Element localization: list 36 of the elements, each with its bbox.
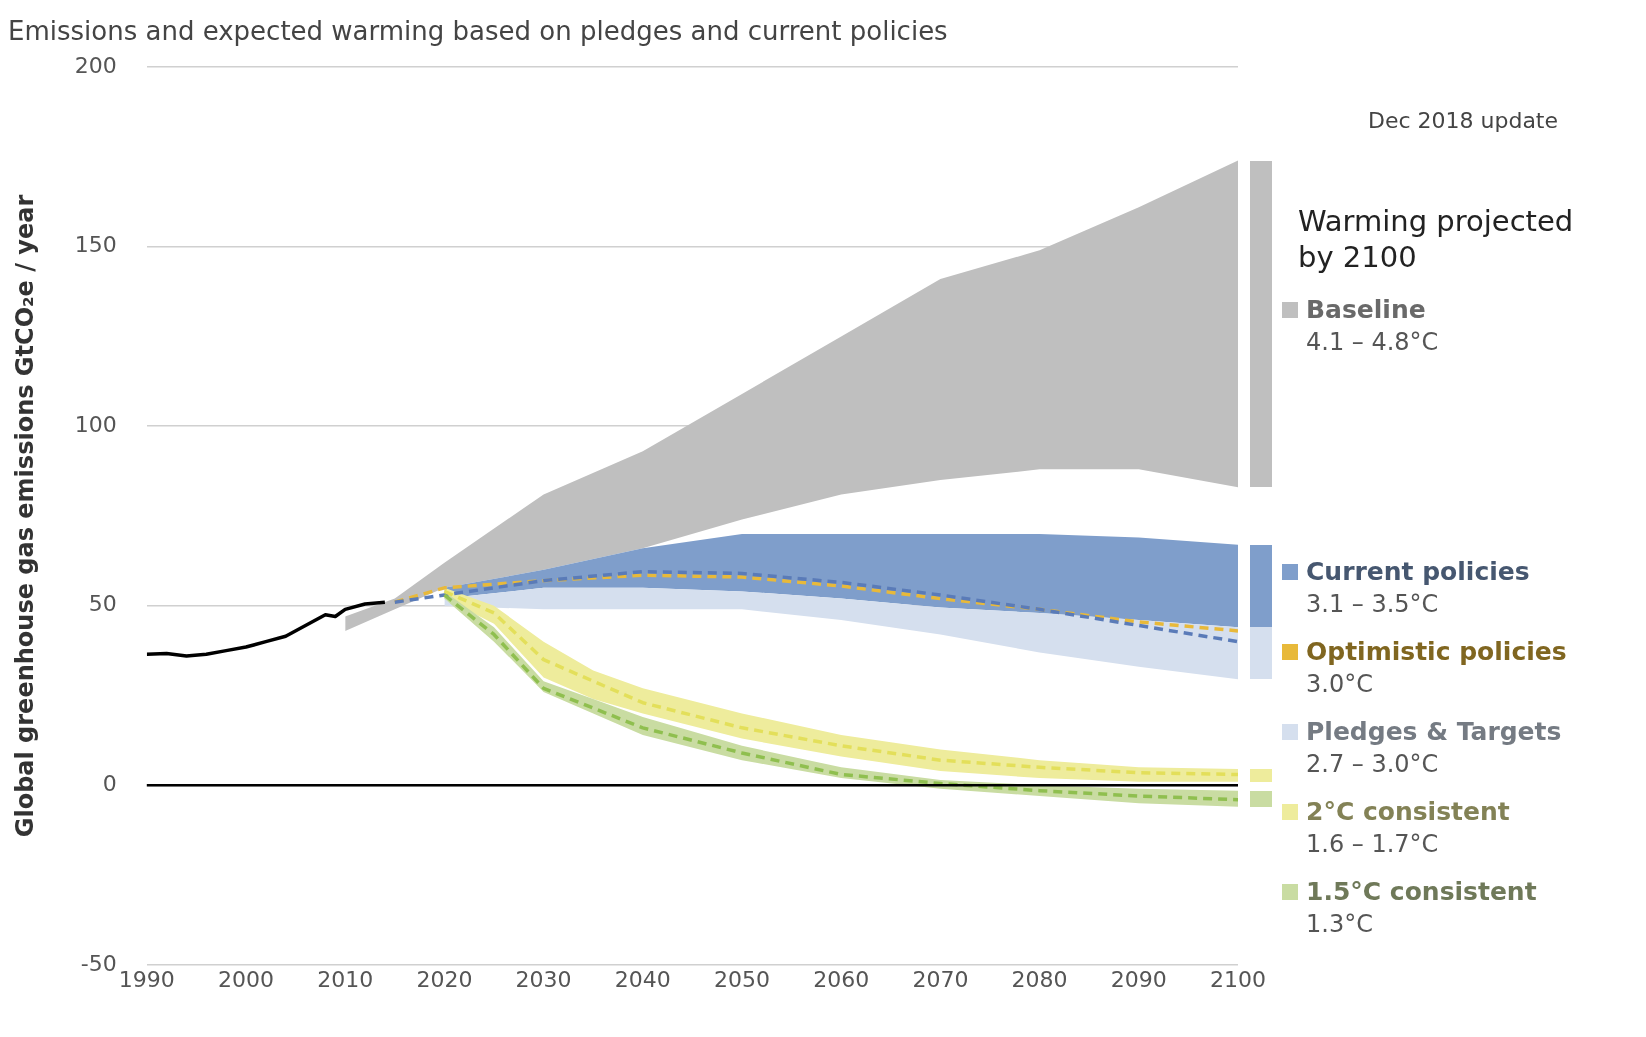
x-tick-label: 2060 (813, 966, 870, 992)
legend-label: Pledges & Targets (1306, 716, 1562, 748)
line-series (393, 573, 1238, 633)
legend-label: 2°C consistent (1306, 796, 1510, 828)
x-tick-label: 2080 (1011, 966, 1068, 992)
y-tick-label: -50 (80, 950, 117, 976)
x-tick-label: 2100 (1210, 966, 1266, 992)
line-series (393, 569, 1238, 644)
x-tick-label: 1990 (118, 966, 175, 992)
x-tick-label: 2070 (912, 966, 969, 992)
x-tick-label: 2040 (614, 966, 671, 992)
text: 1.3°C (1306, 909, 1374, 940)
legend-label: Current policies (1306, 556, 1530, 588)
legend-label: 1.5°C consistent (1306, 876, 1537, 908)
y-tick-label: 200 (74, 52, 117, 78)
y-tick-label: 100 (74, 411, 117, 437)
text: 1.6 – 1.7°C (1306, 829, 1440, 860)
y-axis-title: Global greenhouse gas emissions GtCO₂e / year (10, 194, 39, 838)
legend-label: Optimistic policies (1306, 636, 1567, 668)
x-tick-label: 2030 (515, 966, 572, 992)
x-tick-label: 2000 (217, 966, 274, 992)
x-tick-label: 2010 (317, 966, 374, 992)
x-tick-label: 2090 (1110, 966, 1167, 992)
y-tick-label: 150 (74, 232, 117, 258)
text: Warming projected by 2100 (1298, 203, 1575, 275)
x-tick-label: 2020 (416, 966, 473, 992)
text: 2.7 – 3.0°C (1306, 749, 1440, 780)
x-tick-label: 2050 (714, 966, 770, 992)
text: 3.0°C (1306, 669, 1374, 700)
y-tick-label: 0 (102, 771, 117, 796)
text: 3.1 – 3.5°C (1306, 589, 1440, 620)
text: 4.1 – 4.8°C (1306, 326, 1440, 358)
text: Dec 2018 update (1366, 108, 1560, 133)
y-tick-label: 50 (88, 591, 117, 617)
legend-label: Baseline (1306, 293, 1426, 326)
chart-title: Emissions and expected warming based on pledges and current policies (8, 16, 948, 47)
